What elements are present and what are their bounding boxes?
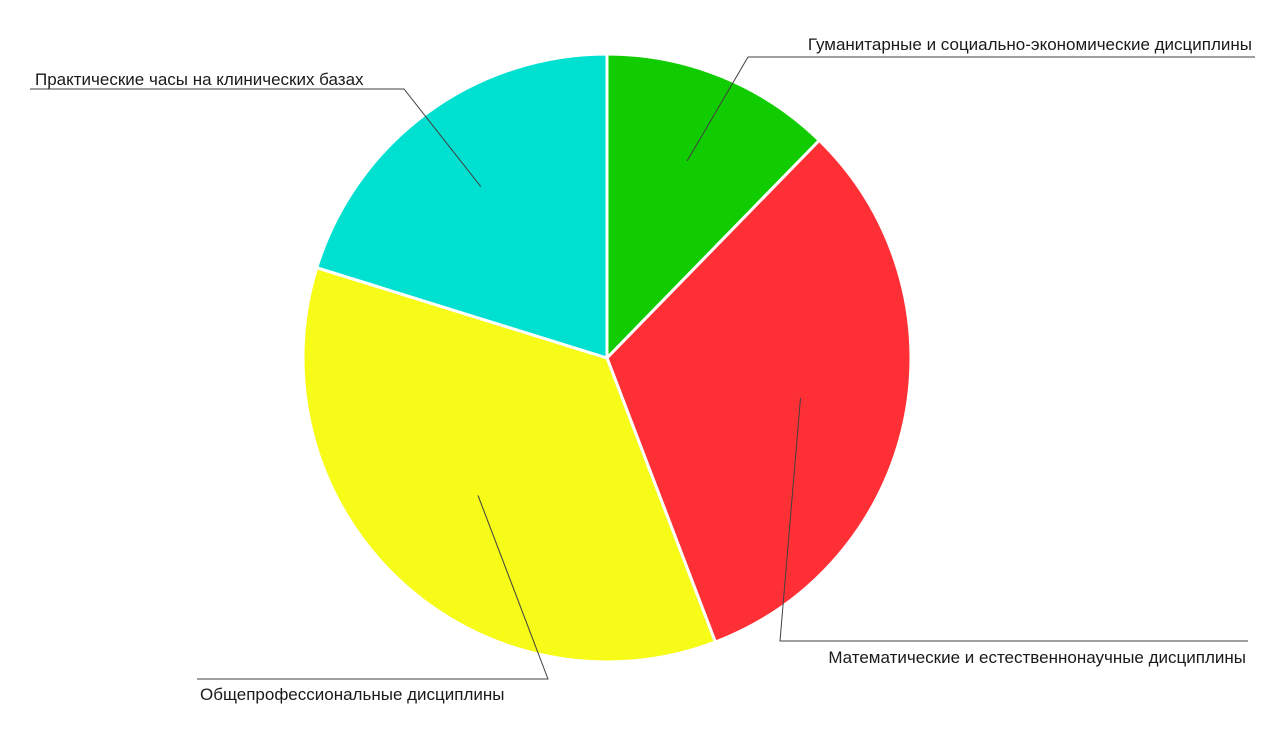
leader-line-1 — [686, 56, 1255, 162]
pie-slice-1 — [605, 52, 821, 360]
leader-line-3 — [197, 495, 549, 680]
pie-slice-3 — [301, 266, 717, 664]
slice-label-4: Практические часы на клинических базах — [35, 70, 364, 89]
slice-label-2: Математические и естественнонаучные дисц… — [828, 648, 1246, 667]
pie-slice-4 — [315, 52, 609, 360]
slice-labels: Гуманитарные и социально-экономические д… — [35, 35, 1252, 704]
leader-line-4 — [30, 88, 482, 187]
slice-label-3: Общепрофессиональные дисциплины — [200, 685, 505, 704]
leader-lines — [30, 56, 1255, 680]
pie-slices — [301, 52, 913, 664]
pie-slice-2 — [605, 138, 913, 644]
slice-label-1: Гуманитарные и социально-экономические д… — [808, 35, 1252, 54]
leader-line-2 — [779, 398, 1248, 642]
